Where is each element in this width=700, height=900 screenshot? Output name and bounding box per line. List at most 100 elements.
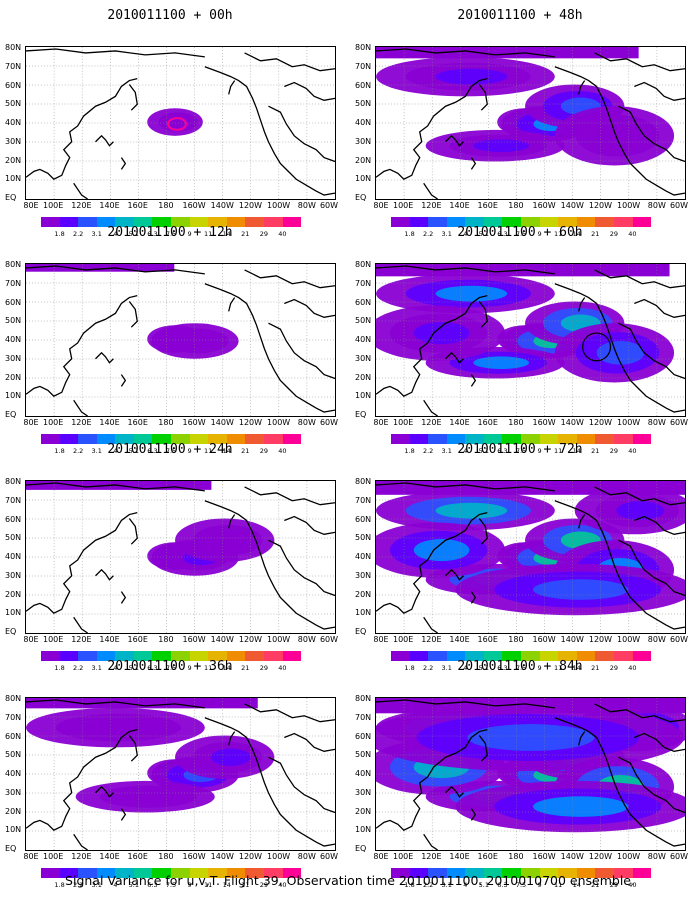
- colorbar-label: 9: [537, 881, 542, 889]
- coastline: [376, 728, 488, 832]
- colorbar-swatch: [115, 434, 134, 444]
- coastline: [73, 399, 88, 416]
- latitude-label: 80N: [355, 260, 372, 269]
- longitude-label: 160E: [127, 201, 148, 210]
- colorbar-swatch: [558, 868, 577, 878]
- coastline: [228, 80, 236, 95]
- longitude-label: 160W: [182, 852, 206, 861]
- colorbar-swatch: [263, 651, 283, 661]
- colorbar-swatch: [115, 868, 134, 878]
- map-panel: 2010011100 + 48h 80N 70N 60N 50N 40N 30N 20N 10N…: [355, 8, 688, 238]
- latitude-label: 70N: [355, 61, 372, 71]
- coastline: [376, 511, 488, 615]
- colorbar-swatch: [152, 868, 172, 878]
- latitude-label: 70N: [5, 61, 22, 71]
- longitude-label: 140W: [560, 635, 584, 644]
- coastline: [26, 48, 205, 58]
- longitude-label: 120W: [238, 852, 263, 861]
- latitude-label: 60N: [5, 731, 22, 741]
- colorbar-swatch: [446, 434, 466, 444]
- colorbar-label: 7.5: [515, 230, 527, 238]
- panel-title: 2010011100 + 12h: [107, 225, 233, 240]
- colorbar-swatch: [409, 868, 429, 878]
- map-panel: 2010011100 + 60h 80N 70N 60N 50N 40N 30N 20N 10N…: [355, 225, 688, 455]
- colorbar-swatch: [59, 868, 79, 878]
- coastline: [376, 482, 555, 492]
- colorbar-label: 29: [609, 664, 618, 672]
- map-area: [25, 697, 336, 851]
- latitude-label: 50N: [5, 750, 22, 760]
- coastline: [204, 283, 335, 413]
- colorbar-swatch: [465, 868, 484, 878]
- colorbar-swatch: [226, 217, 246, 227]
- colorbar-swatch: [409, 651, 429, 661]
- colorbar-labels: 1.8 2.2 3.1 4 5.1 6.3 7.5 9 11 14 21 29 40: [391, 230, 651, 239]
- colorbar-swatch: [632, 434, 652, 444]
- longitude-label: 100W: [617, 852, 641, 861]
- colorbar-label: 6.3: [147, 881, 158, 889]
- longitude-label: 60W: [669, 201, 689, 210]
- colorbar-swatch: [59, 217, 79, 227]
- panel-title: 2010011100 + 48h: [457, 8, 583, 23]
- longitude-label: 80E: [373, 635, 389, 644]
- coastline: [470, 157, 477, 170]
- colorbar-swatch: [263, 217, 283, 227]
- longitude-label: 140W: [560, 418, 584, 427]
- colorbar-label: 29: [259, 664, 268, 672]
- colorbar-label: 9: [187, 230, 192, 238]
- coastline: [445, 568, 464, 581]
- longitude-label: 80E: [373, 201, 389, 210]
- colorbar-label: 5.1: [128, 881, 140, 889]
- variance-contour: [532, 579, 629, 600]
- longitude-label: 80E: [23, 418, 39, 427]
- variance-band: [26, 698, 258, 709]
- colorbar-swatch: [96, 651, 116, 661]
- longitude-label: 80W: [297, 635, 316, 644]
- colorbar-label: 11: [554, 230, 563, 238]
- colorbar-label: 21: [241, 881, 250, 889]
- panel-title: 2010011100 + 24h: [107, 442, 233, 457]
- coastline: [228, 731, 236, 746]
- latitude-label: 60N: [355, 514, 372, 524]
- variance-contour: [435, 68, 508, 85]
- colorbar-label: 2.2: [422, 664, 434, 672]
- colorbar: [391, 868, 652, 878]
- colorbar-swatch: [558, 651, 577, 661]
- latitude-label: 30N: [355, 787, 372, 797]
- longitude-label: 100W: [617, 418, 641, 427]
- colorbar-label: 3.1: [91, 447, 102, 455]
- latitude-label: 30N: [5, 570, 22, 580]
- longitude-label: 120W: [238, 418, 263, 427]
- colorbar-swatch: [446, 217, 466, 227]
- latitude-label: 80N: [355, 43, 372, 52]
- colorbar-swatch: [613, 217, 633, 227]
- colorbar-label: 11: [554, 881, 563, 889]
- longitude-label: 140E: [449, 201, 470, 210]
- colorbar-swatch: [245, 651, 264, 661]
- colorbar-label: 6.3: [497, 881, 508, 889]
- variance-contour: [616, 501, 665, 521]
- longitude-label: 60W: [669, 635, 689, 644]
- longitude-label: 120E: [71, 201, 92, 210]
- latitude-label: 10N: [5, 825, 22, 835]
- longitude-label: 160W: [182, 418, 206, 427]
- latitude-label: 10N: [5, 174, 22, 184]
- colorbar-label: 1.8: [54, 664, 65, 672]
- coastline: [578, 514, 586, 529]
- coastline: [478, 735, 488, 762]
- longitude-label: 160E: [477, 418, 498, 427]
- colorbar-label: 2.2: [422, 881, 434, 889]
- colorbar-label: 4: [463, 664, 468, 672]
- coastline: [445, 134, 464, 147]
- colorbar-swatch: [521, 434, 540, 444]
- coastline: [594, 703, 685, 723]
- colorbar-swatch: [539, 217, 559, 227]
- colorbar-label: 7.5: [165, 664, 177, 672]
- longitude-label: 80W: [297, 418, 316, 427]
- longitude-label: 60W: [319, 418, 339, 427]
- longitude-label: 120W: [588, 635, 613, 644]
- latitude-label: 60N: [5, 297, 22, 307]
- coastline: [376, 77, 488, 181]
- colorbar-swatch: [96, 868, 116, 878]
- longitude-label: 180: [158, 201, 174, 210]
